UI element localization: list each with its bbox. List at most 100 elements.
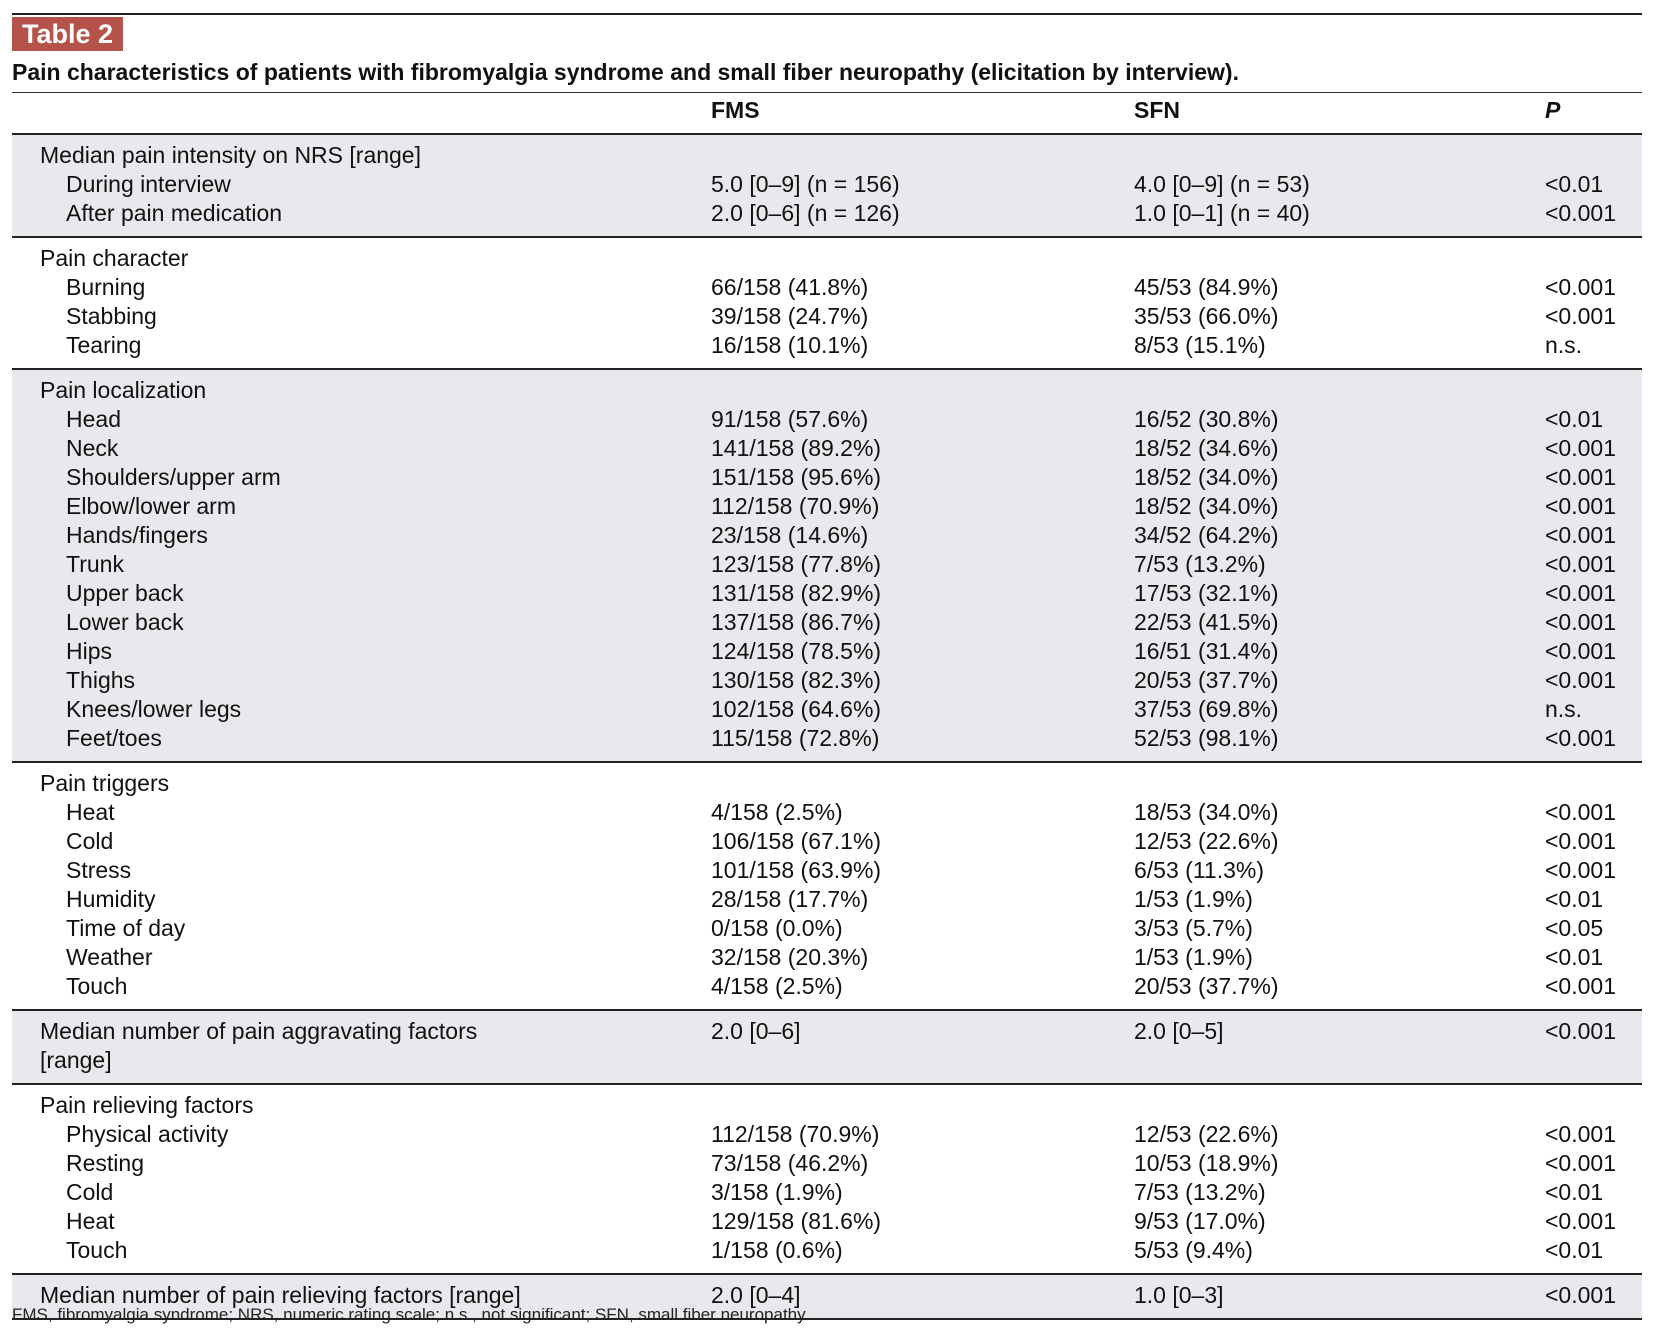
group-rule bbox=[12, 133, 1642, 135]
p-value: <0.001 bbox=[1545, 580, 1616, 606]
group-title-row: Pain relieving factors bbox=[12, 1091, 1642, 1120]
sfn-value: 37/53 (69.8%) bbox=[1134, 696, 1279, 722]
p-value: <0.001 bbox=[1545, 1208, 1616, 1234]
sfn-value: 18/52 (34.6%) bbox=[1134, 435, 1279, 461]
group-title-row: Pain localization bbox=[12, 376, 1642, 405]
group-title-row: Pain character bbox=[12, 244, 1642, 273]
p-value: <0.001 bbox=[1545, 1018, 1616, 1044]
p-value: <0.001 bbox=[1545, 1121, 1616, 1147]
row-label: Elbow/lower arm bbox=[66, 493, 236, 519]
fms-value: 4/158 (2.5%) bbox=[711, 973, 843, 999]
table-row: Stabbing 39/158 (24.7%) 35/53 (66.0%) <0.00… bbox=[12, 302, 1642, 331]
sfn-value: 2.0 [0–5] bbox=[1134, 1018, 1224, 1044]
row-label: Knees/lower legs bbox=[66, 696, 242, 722]
fms-value: 151/158 (95.6%) bbox=[711, 464, 882, 490]
p-value: <0.001 bbox=[1545, 200, 1616, 226]
table-row: Head 91/158 (57.6%) 16/52 (30.8%) <0.01 bbox=[12, 405, 1642, 434]
table-row: Cold 106/158 (67.1%) 12/53 (22.6%) <0.001 bbox=[12, 827, 1642, 856]
table-row: Humidity 28/158 (17.7%) 1/53 (1.9%) <0.01 bbox=[12, 885, 1642, 914]
fms-value: 2.0 [0–6] bbox=[711, 1018, 801, 1044]
group-title-row: Pain triggers bbox=[12, 769, 1642, 798]
table-header: FMS SFN P bbox=[12, 93, 1642, 133]
group-title: Pain character bbox=[40, 245, 189, 271]
fms-value: 66/158 (41.8%) bbox=[711, 274, 869, 300]
p-value: <0.001 bbox=[1545, 1282, 1616, 1308]
p-value: <0.001 bbox=[1545, 609, 1616, 635]
p-value: <0.001 bbox=[1545, 857, 1616, 883]
sfn-value: 16/52 (30.8%) bbox=[1134, 406, 1279, 432]
row-label: Time of day bbox=[66, 915, 186, 941]
row-group: Pain character Burning 66/158 (41.8%) 45/53… bbox=[12, 238, 1642, 368]
table-row: Burning 66/158 (41.8%) 45/53 (84.9%) <0.001 bbox=[12, 273, 1642, 302]
table-row: Upper back 131/158 (82.9%) 17/53 (32.1%) <0… bbox=[12, 579, 1642, 608]
sfn-value: 1.0 [0–3] bbox=[1134, 1282, 1224, 1308]
data-table: FMS SFN P Median pain intensity on NRS [… bbox=[12, 92, 1642, 1320]
row-label: Trunk bbox=[66, 551, 124, 577]
group-rule bbox=[12, 1009, 1642, 1011]
group-title-line2: [range] bbox=[40, 1047, 112, 1073]
group-rule bbox=[12, 368, 1642, 370]
p-value: <0.001 bbox=[1545, 464, 1616, 490]
p-value: <0.001 bbox=[1545, 435, 1616, 461]
p-value: <0.001 bbox=[1545, 274, 1616, 300]
row-label: Cold bbox=[66, 828, 114, 854]
table-row: Hands/fingers 23/158 (14.6%) 34/52 (64.2%)… bbox=[12, 521, 1642, 550]
p-value: <0.001 bbox=[1545, 799, 1616, 825]
p-value: <0.01 bbox=[1545, 886, 1604, 912]
fms-value: 28/158 (17.7%) bbox=[711, 886, 869, 912]
p-value: <0.05 bbox=[1545, 915, 1604, 941]
sfn-value: 18/53 (34.0%) bbox=[1134, 799, 1279, 825]
row-label: After pain medication bbox=[66, 200, 283, 226]
table-row: Tearing 16/158 (10.1%) 8/53 (15.1%) n.s. bbox=[12, 331, 1642, 360]
p-value: <0.001 bbox=[1545, 828, 1616, 854]
row-label: Shoulders/upper arm bbox=[66, 464, 281, 490]
row-label: Humidity bbox=[66, 886, 156, 912]
table-row: Resting 73/158 (46.2%) 10/53 (18.9%) <0.001 bbox=[12, 1149, 1642, 1178]
sfn-value: 35/53 (66.0%) bbox=[1134, 303, 1279, 329]
sfn-value: 20/53 (37.7%) bbox=[1134, 973, 1279, 999]
sfn-value: 52/53 (98.1%) bbox=[1134, 725, 1279, 751]
fms-value: 112/158 (70.9%) bbox=[711, 1121, 880, 1147]
fms-value: 130/158 (82.3%) bbox=[711, 667, 882, 693]
group-title-row: Median pain intensity on NRS [range] bbox=[12, 141, 1642, 170]
sfn-value: 22/53 (41.5%) bbox=[1134, 609, 1279, 635]
table-row: Knees/lower legs 102/158 (64.6%) 37/53 (69… bbox=[12, 695, 1642, 724]
fms-value: 141/158 (89.2%) bbox=[711, 435, 882, 461]
group-rule bbox=[12, 761, 1642, 763]
p-value: <0.01 bbox=[1545, 171, 1604, 197]
p-value: <0.001 bbox=[1545, 725, 1616, 751]
row-label: Resting bbox=[66, 1150, 144, 1176]
fms-value: 115/158 (72.8%) bbox=[711, 725, 880, 751]
table-row: Elbow/lower arm 112/158 (70.9%) 18/52 (34.… bbox=[12, 492, 1642, 521]
table-body: Median pain intensity on NRS [range] Duri… bbox=[12, 133, 1642, 1320]
sfn-value: 7/53 (13.2%) bbox=[1134, 1179, 1266, 1205]
row-label: Touch bbox=[66, 973, 128, 999]
fms-value: 32/158 (20.3%) bbox=[711, 944, 869, 970]
header-top-rule bbox=[12, 92, 1642, 93]
group-title-continuation: [range] bbox=[12, 1046, 1642, 1075]
sfn-value: 1/53 (1.9%) bbox=[1134, 886, 1253, 912]
p-value: <0.001 bbox=[1545, 493, 1616, 519]
row-group: Pain triggers Heat 4/158 (2.5%) 18/53 (34.0… bbox=[12, 763, 1642, 1009]
p-value: <0.01 bbox=[1545, 944, 1604, 970]
table-footnote: FMS, fibromyalgia syndrome; NRS, numeric… bbox=[12, 1305, 810, 1324]
fms-value: 124/158 (78.5%) bbox=[711, 638, 882, 664]
p-value: <0.001 bbox=[1545, 522, 1616, 548]
row-group: Median pain intensity on NRS [range] Duri… bbox=[12, 135, 1642, 236]
row-label: Hands/fingers bbox=[66, 522, 208, 548]
row-group: Pain relieving factors Physical activity 1… bbox=[12, 1085, 1642, 1273]
fms-value: 2.0 [0–6] (n = 126) bbox=[711, 200, 900, 226]
sfn-value: 3/53 (5.7%) bbox=[1134, 915, 1253, 941]
group-title: Pain triggers bbox=[40, 770, 170, 796]
row-label: Neck bbox=[66, 435, 119, 461]
row-label: Burning bbox=[66, 274, 146, 300]
row-group: Pain localization Head 91/158 (57.6%) 16/52… bbox=[12, 370, 1642, 761]
p-value: <0.001 bbox=[1545, 1150, 1616, 1176]
p-value: <0.001 bbox=[1545, 303, 1616, 329]
table-row: Stress 101/158 (63.9%) 6/53 (11.3%) <0.001 bbox=[12, 856, 1642, 885]
sfn-value: 18/52 (34.0%) bbox=[1134, 464, 1279, 490]
table-row: During interview 5.0 [0–9] (n = 156) 4.0 [… bbox=[12, 170, 1642, 199]
p-value: n.s. bbox=[1545, 696, 1583, 722]
row-label: Hips bbox=[66, 638, 113, 664]
group-title-row: Median number of pain aggravating factor… bbox=[12, 1017, 1642, 1046]
